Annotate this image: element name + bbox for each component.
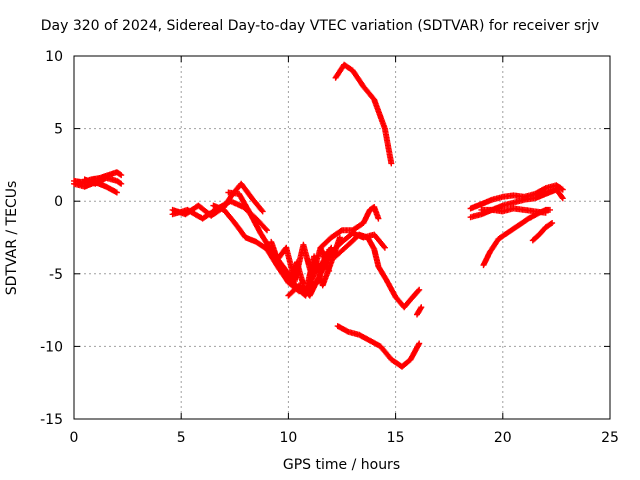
- data-series: [529, 220, 556, 244]
- y-tick-label: 10: [45, 49, 63, 65]
- data-point-markers: [334, 323, 423, 370]
- y-tick-label: 5: [54, 122, 63, 138]
- data-point-markers: [81, 175, 125, 187]
- data-point-markers: [467, 182, 566, 212]
- data-point-markers: [480, 206, 553, 269]
- data-point-markers: [529, 220, 556, 244]
- data-point-markers: [332, 61, 395, 167]
- data-point-markers: [317, 204, 382, 251]
- data-series: [81, 175, 125, 187]
- y-tick-label: -5: [49, 267, 63, 283]
- data-point-markers: [274, 241, 333, 285]
- y-tick-label: 0: [54, 194, 63, 210]
- x-tick-label: 0: [70, 430, 79, 446]
- data-series: [317, 204, 382, 251]
- plot-frame: [73, 55, 611, 420]
- data-series: [324, 231, 423, 311]
- x-axis-label: GPS time / hours: [282, 457, 401, 473]
- x-tick-label: 15: [387, 430, 405, 446]
- data-point-markers: [324, 231, 423, 311]
- data-point-markers: [268, 234, 343, 296]
- data-series: [480, 206, 553, 269]
- data-point-markers: [414, 304, 425, 318]
- data-series: [414, 304, 425, 318]
- x-tick-label: 5: [177, 430, 186, 446]
- data-series: [274, 241, 333, 285]
- data-series: [467, 182, 566, 212]
- data-series: [268, 234, 343, 296]
- y-axis-label: SDTVAR / TECUs: [4, 180, 20, 296]
- data-series: [334, 323, 423, 370]
- y-tick-label: -15: [40, 412, 63, 428]
- x-tick-label: 10: [279, 430, 297, 446]
- y-tick-label: -10: [40, 339, 63, 355]
- data-series: [332, 61, 395, 167]
- x-tick-label: 25: [601, 430, 619, 446]
- x-tick-label: 20: [494, 430, 512, 446]
- chart-title: Day 320 of 2024, Sidereal Day-to-day VTE…: [40, 18, 600, 34]
